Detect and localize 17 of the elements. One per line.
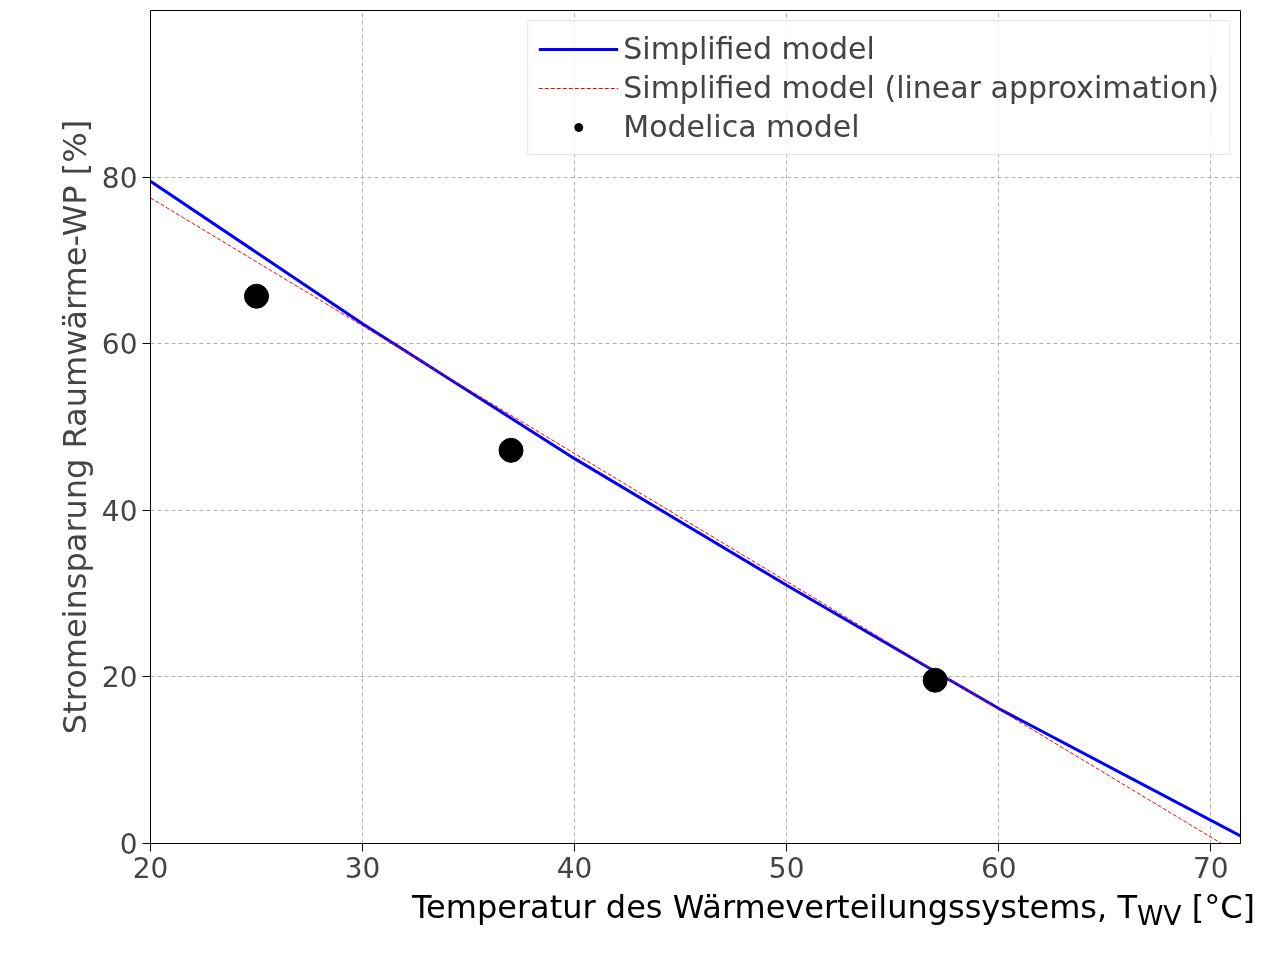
point	[922, 667, 948, 693]
legend-label: Modelica model	[623, 109, 860, 144]
y-tick-label: 20	[101, 661, 138, 695]
y-tick-label: 40	[101, 494, 138, 528]
x-axis-title: Temperatur des Wärmeverteilungssystems, T$_{WV}$ [°C]	[411, 887, 1255, 934]
x-tick-label: 50	[768, 851, 805, 885]
y-axis-title: Stromeinsparung Raumwärme-WP [%]	[55, 119, 94, 735]
x-tick-label: 60	[980, 851, 1017, 885]
point	[498, 437, 524, 463]
point	[244, 283, 270, 309]
y-tick-label: 80	[101, 161, 138, 195]
y-tick-label: 60	[101, 328, 138, 362]
legend-label: Simplified model	[623, 31, 875, 66]
x-tick-label: 30	[344, 851, 381, 885]
x-tick-label: 70	[1193, 851, 1229, 885]
legend-label: Simplified model (linear approximation)	[623, 70, 1219, 105]
x-tick-label: 40	[556, 851, 593, 885]
